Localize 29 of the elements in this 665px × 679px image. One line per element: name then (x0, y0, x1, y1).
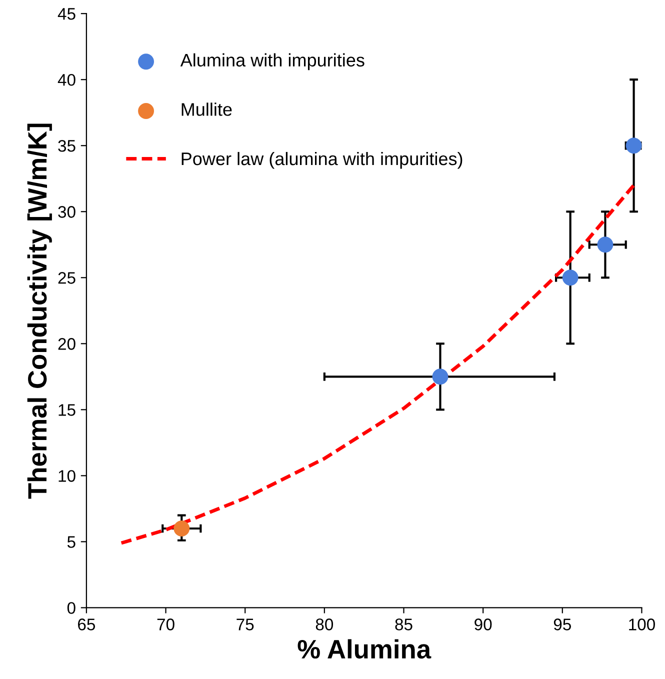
point (562, 270, 578, 286)
legend-label: Power law (alumina with impurities) (182, 152, 462, 169)
y-tick-label: 20 (58, 338, 76, 350)
x-tick-label: 90 (474, 618, 492, 630)
x-tick-label: 65 (78, 618, 96, 630)
line-series (120, 183, 636, 545)
y-tick-label: 40 (58, 74, 76, 86)
point (626, 138, 642, 154)
point (597, 236, 614, 253)
y-tick-label: 15 (58, 404, 76, 416)
y-tick-label: 45 (58, 8, 76, 20)
y-tick-label: 10 (58, 470, 76, 482)
legend-label: Alumina with impurities (180, 53, 364, 70)
point (432, 368, 448, 385)
x-tick-label: 75 (236, 618, 254, 630)
x-tick-label: 85 (395, 618, 412, 630)
point (174, 520, 190, 536)
x-tick-label: 70 (157, 618, 174, 630)
y-axis-title: Thermal Conductivity [W/m/K] (27, 124, 52, 499)
x-axis-title: % Alumina (298, 639, 432, 659)
y-tick-label: 35 (58, 140, 76, 152)
x-tick-label: 80 (316, 618, 334, 630)
x-tick-label: 95 (554, 618, 571, 630)
y-tick-label: 5 (67, 536, 76, 548)
y-tick-label: 30 (58, 206, 76, 218)
legend-label: Mullite (182, 102, 232, 116)
x-tick-label: 100 (629, 618, 655, 630)
y-tick-label: 25 (58, 272, 76, 284)
y-tick-label: 0 (67, 602, 76, 614)
